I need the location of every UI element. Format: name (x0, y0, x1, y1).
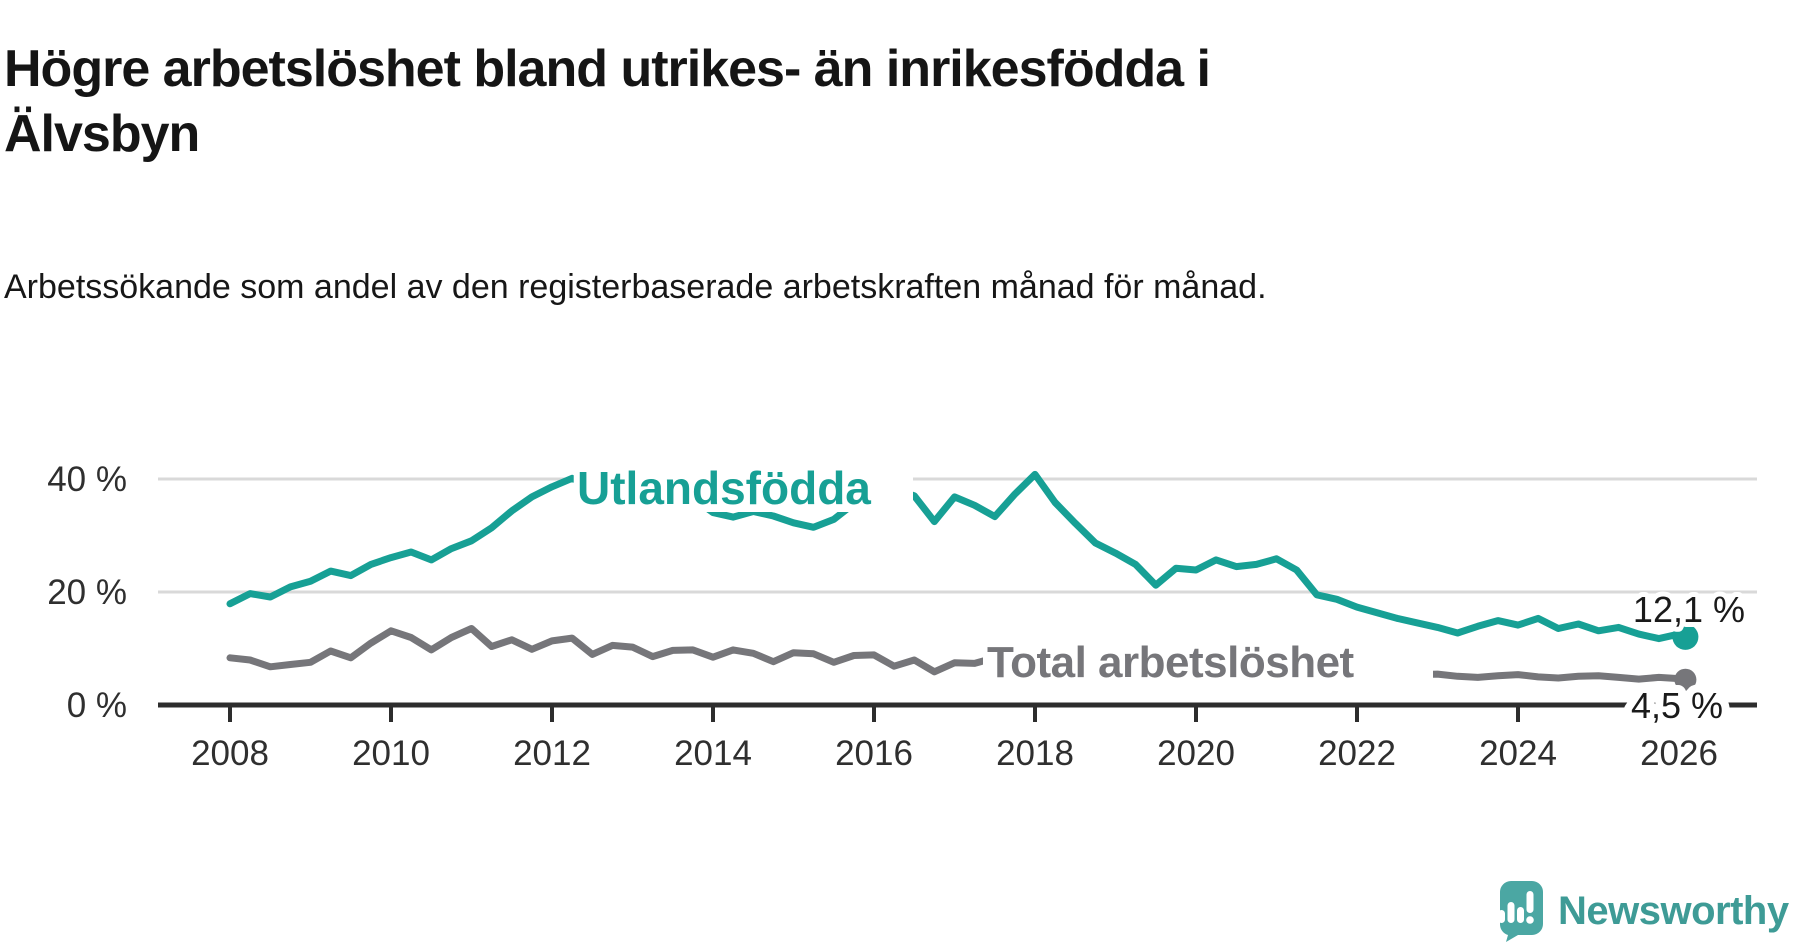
chart-subtitle: Arbetssökande som andel av den registerb… (4, 268, 1267, 306)
svg-text:2020: 2020 (1157, 734, 1235, 773)
svg-text:2024: 2024 (1479, 734, 1557, 773)
page-title: Högre arbetslöshet bland utrikes- än inr… (4, 39, 1211, 164)
newsworthy-logo-text: Newsworthy (1558, 888, 1789, 933)
value-label-total-arbetsloshet: 4,5 % (1631, 685, 1723, 726)
svg-text:2012: 2012 (513, 734, 591, 773)
svg-text:2026: 2026 (1640, 734, 1718, 773)
bar-chart-exclamation-icon (1498, 891, 1534, 924)
svg-text:2022: 2022 (1318, 734, 1396, 773)
svg-text:2010: 2010 (352, 734, 430, 773)
newsworthy-logo-icon (1498, 881, 1543, 942)
x-tick-labels: 2008 2010 2012 2014 2016 2018 2020 2022 … (191, 734, 1718, 773)
y-tick-label-20: 20 % (47, 573, 127, 612)
svg-text:2008: 2008 (191, 734, 269, 773)
end-dot-utlandsfodda (1672, 623, 1699, 650)
series-line-total-arbetsloshet (226, 625, 1689, 684)
newsworthy-logo: Newsworthy (1488, 880, 1789, 942)
total-label-backdrop (983, 640, 1433, 686)
x-axis-ticks (228, 705, 1681, 722)
series-line-utlandsfodda (226, 470, 1689, 643)
value-label-utlandsfodda: 12,1 % (1633, 589, 1745, 630)
svg-text:2014: 2014 (674, 734, 752, 773)
svg-text:2016: 2016 (835, 734, 913, 773)
y-tick-label-0: 0 % (67, 686, 127, 725)
svg-text:2018: 2018 (996, 734, 1074, 773)
series-label-utlandsfodda: Utlandsfödda (577, 462, 871, 514)
end-dot-total-arbetsloshet (1674, 668, 1697, 691)
series-label-total-arbetsloshet: Total arbetslöshet (987, 638, 1355, 687)
y-tick-label-40: 40 % (47, 460, 127, 499)
utlandsfodda-label-backdrop (575, 468, 913, 512)
